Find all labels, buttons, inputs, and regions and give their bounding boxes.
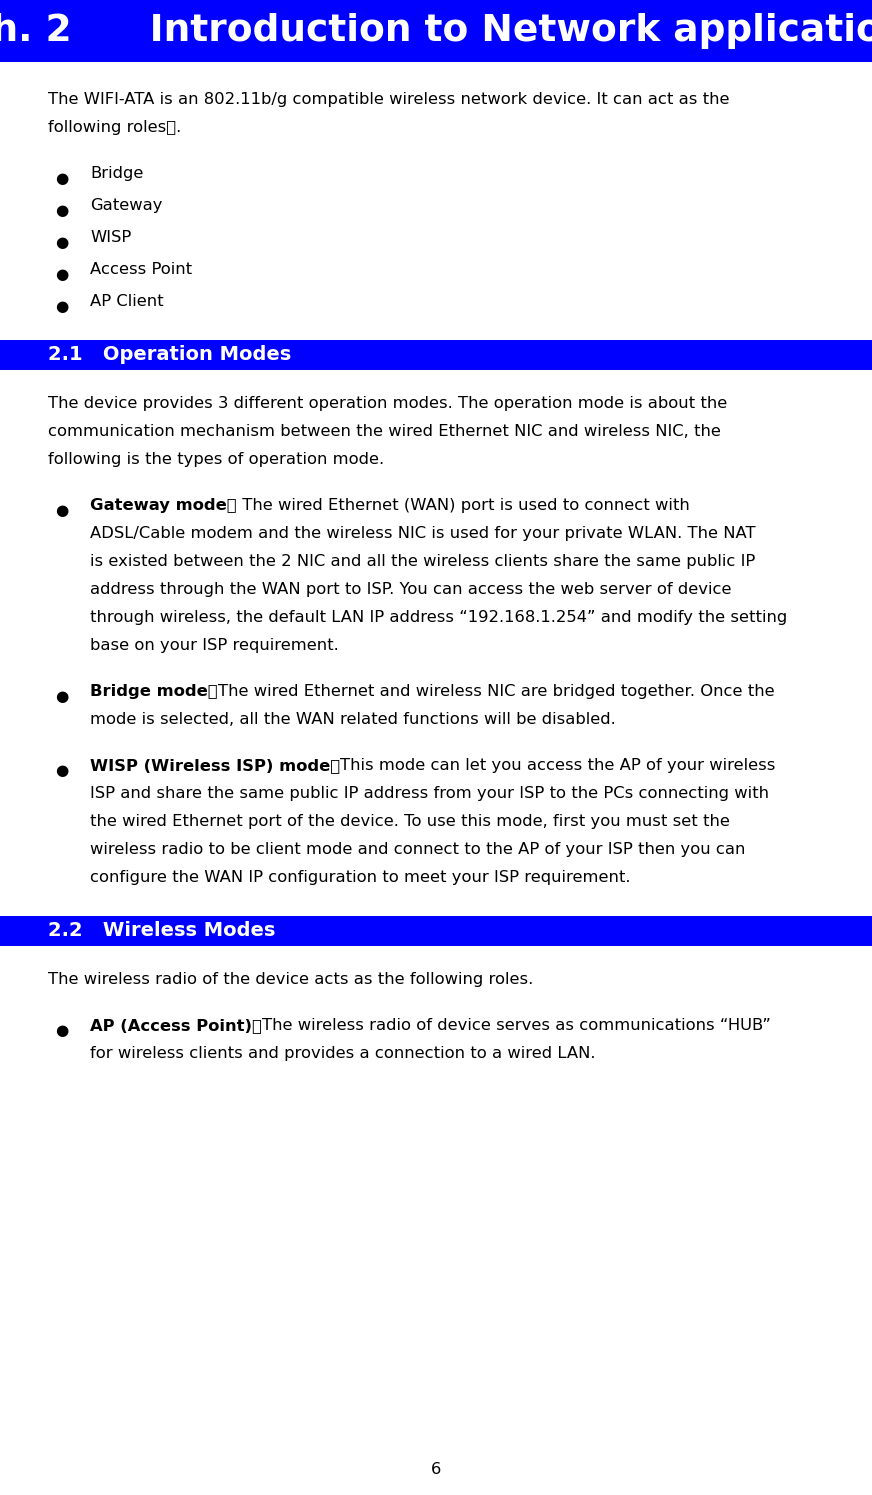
Text: 2.1   Operation Modes: 2.1 Operation Modes	[48, 345, 291, 365]
Text: for wireless clients and provides a connection to a wired LAN.: for wireless clients and provides a conn…	[90, 1046, 596, 1061]
Text: Gateway mode：: Gateway mode：	[90, 498, 236, 513]
Text: ADSL/Cable modem and the wireless NIC is used for your private WLAN. The NAT: ADSL/Cable modem and the wireless NIC is…	[90, 526, 756, 541]
Text: The device provides 3 different operation modes. The operation mode is about the: The device provides 3 different operatio…	[48, 396, 727, 411]
Text: ●: ●	[56, 689, 69, 704]
Text: 2.2   Wireless Modes: 2.2 Wireless Modes	[48, 921, 276, 940]
Text: AP Client: AP Client	[90, 295, 164, 309]
Text: base on your ISP requirement.: base on your ISP requirement.	[90, 638, 338, 653]
Text: ●: ●	[56, 1023, 69, 1038]
Text: The wired Ethernet (WAN) port is used to connect with: The wired Ethernet (WAN) port is used to…	[236, 498, 690, 513]
Text: The WIFI-ATA is an 802.11b/g compatible wireless network device. It can act as t: The WIFI-ATA is an 802.11b/g compatible …	[48, 93, 730, 108]
Text: ●: ●	[56, 299, 69, 314]
Text: wireless radio to be client mode and connect to the AP of your ISP then you can: wireless radio to be client mode and con…	[90, 842, 746, 857]
Text: following roles：.: following roles：.	[48, 120, 181, 135]
Text: is existed between the 2 NIC and all the wireless clients share the same public : is existed between the 2 NIC and all the…	[90, 555, 755, 570]
Text: ●: ●	[56, 268, 69, 283]
Text: Ch. 2      Introduction to Network application: Ch. 2 Introduction to Network applicatio…	[0, 13, 872, 49]
Text: ●: ●	[56, 203, 69, 218]
Text: ISP and share the same public IP address from your ISP to the PCs connecting wit: ISP and share the same public IP address…	[90, 786, 769, 801]
Bar	[0, 916, 872, 946]
Text: The wired Ethernet and wireless NIC are bridged together. Once the: The wired Ethernet and wireless NIC are …	[218, 685, 774, 700]
Text: WISP: WISP	[90, 230, 132, 245]
Text: 6: 6	[431, 1462, 441, 1477]
Text: Bridge mode：: Bridge mode：	[90, 685, 218, 700]
Bar	[0, 339, 872, 369]
Text: Bridge: Bridge	[90, 166, 143, 181]
Text: following is the types of operation mode.: following is the types of operation mode…	[48, 451, 385, 466]
Text: configure the WAN IP configuration to meet your ISP requirement.: configure the WAN IP configuration to me…	[90, 870, 630, 885]
Text: mode is selected, all the WAN related functions will be disabled.: mode is selected, all the WAN related fu…	[90, 712, 616, 727]
Text: ●: ●	[56, 762, 69, 777]
Text: ●: ●	[56, 235, 69, 250]
Text: communication mechanism between the wired Ethernet NIC and wireless NIC, the: communication mechanism between the wire…	[48, 425, 721, 440]
Text: Access Point: Access Point	[90, 262, 192, 277]
Text: ●: ●	[56, 504, 69, 519]
Text: ●: ●	[56, 170, 69, 185]
Text: Gateway: Gateway	[90, 197, 162, 212]
Text: WISP (Wireless ISP) mode：: WISP (Wireless ISP) mode：	[90, 758, 340, 773]
Text: the wired Ethernet port of the device. To use this mode, first you must set the: the wired Ethernet port of the device. T…	[90, 813, 730, 830]
Text: AP (Access Point)：: AP (Access Point)：	[90, 1018, 262, 1033]
Bar	[0, 0, 872, 61]
Text: The wireless radio of the device acts as the following roles.: The wireless radio of the device acts as…	[48, 972, 534, 987]
Text: This mode can let you access the AP of your wireless: This mode can let you access the AP of y…	[340, 758, 775, 773]
Text: address through the WAN port to ISP. You can access the web server of device: address through the WAN port to ISP. You…	[90, 582, 732, 597]
Text: The wireless radio of device serves as communications “HUB”: The wireless radio of device serves as c…	[262, 1018, 771, 1033]
Text: through wireless, the default LAN IP address “192.168.1.254” and modify the sett: through wireless, the default LAN IP add…	[90, 610, 787, 625]
